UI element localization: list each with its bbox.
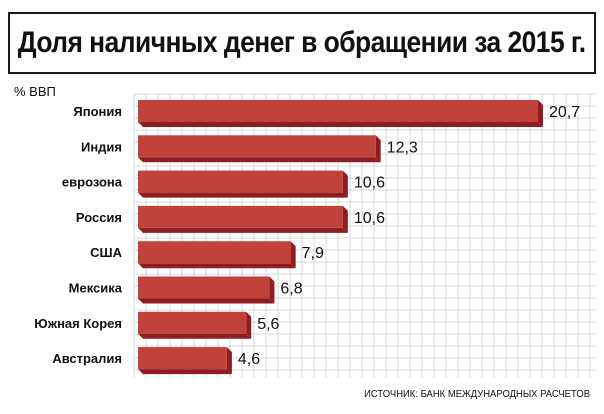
bar: [138, 170, 343, 193]
bar-side-face: [246, 311, 252, 339]
bar-bottom-face: [138, 157, 381, 163]
value-label: 10,6: [354, 175, 385, 192]
bar: [138, 100, 538, 122]
bar-side-face: [226, 347, 232, 375]
category-label: Индия: [81, 139, 122, 154]
value-label: 4,6: [238, 351, 260, 368]
value-label: 6,8: [280, 281, 302, 298]
bar-bottom-face: [138, 263, 296, 269]
bar-bottom-face: [138, 192, 348, 198]
bar-bottom-face: [138, 298, 275, 304]
category-label: Австралия: [52, 351, 122, 366]
value-label: 20,7: [549, 104, 580, 121]
category-label: Россия: [76, 210, 122, 225]
source-note: ИСТОЧНИК: БАНК МЕЖДУНАРОДНЫХ РАСЧЕТОВ: [364, 388, 590, 400]
category-label: Южная Корея: [34, 316, 122, 331]
bar-bottom-face: [138, 227, 348, 233]
value-label: 7,9: [302, 245, 324, 262]
category-label: Япония: [73, 104, 122, 119]
bar-side-face: [290, 241, 296, 269]
unit-label: % ВВП: [14, 84, 56, 99]
bar: [138, 311, 247, 334]
bar-bottom-face: [138, 122, 543, 127]
bar-side-face: [269, 276, 275, 304]
bar-side-face: [342, 170, 348, 198]
bar-side-face: [538, 100, 543, 127]
bar: [138, 276, 270, 299]
chart-title: Доля наличных денег в обращении за 2015 …: [18, 26, 586, 59]
bar: [138, 135, 376, 158]
category-label: США: [90, 245, 122, 260]
bar: [138, 241, 291, 264]
bar-bottom-face: [138, 333, 252, 339]
bar-bottom-face: [138, 369, 232, 375]
category-label: Мексика: [69, 281, 123, 296]
value-label: 12,3: [387, 139, 418, 156]
bar: [138, 205, 343, 228]
bar-side-face: [375, 135, 381, 163]
bar: [138, 347, 227, 370]
value-label: 10,6: [354, 210, 385, 227]
category-label: еврозона: [62, 175, 123, 190]
bar-side-face: [342, 205, 348, 233]
value-label: 5,6: [257, 316, 279, 333]
chart-title-box: Доля наличных денег в обращении за 2015 …: [8, 12, 596, 74]
